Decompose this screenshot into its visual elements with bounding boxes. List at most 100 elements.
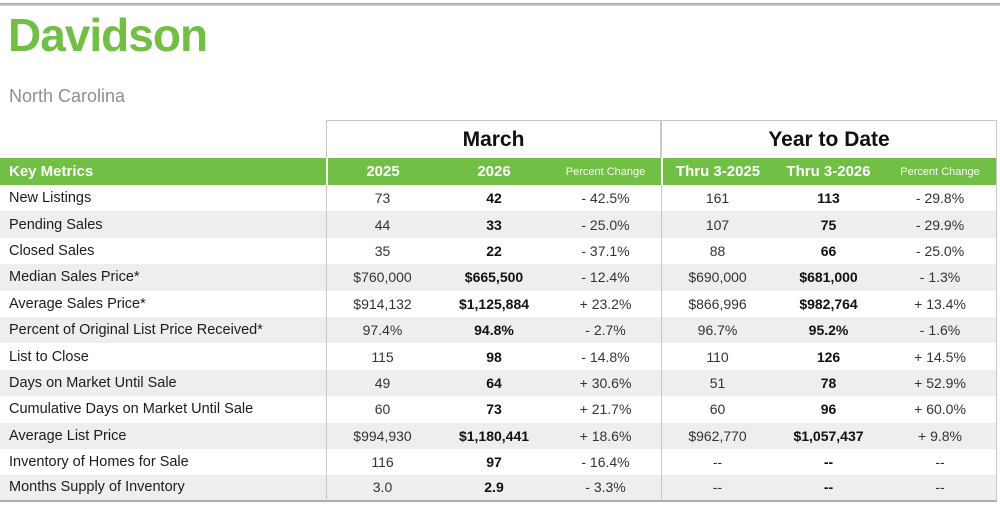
value-ytd-thru-2025: 60: [661, 396, 774, 423]
value-ytd-percent-change: + 52.9%: [884, 369, 998, 397]
value-march-percent-change: - 25.0%: [550, 211, 662, 238]
value-march-percent-change: - 37.1%: [550, 237, 662, 265]
value-ytd-thru-2026: $681,000: [773, 264, 885, 291]
table-row: Cumulative Days on Market Until Sale 60 …: [0, 396, 998, 423]
table-row: Average List Price $994,930 $1,180,441 +…: [0, 422, 998, 449]
metric-label: Closed Sales: [0, 237, 326, 265]
value-ytd-thru-2025: 51: [661, 369, 774, 397]
section-header-year-to-date: Year to Date: [661, 120, 998, 158]
value-march-2026: 73: [438, 396, 550, 423]
table-row: Pending Sales 44 33 - 25.0% 107 75 - 29.…: [0, 211, 998, 238]
value-march-percent-change: + 21.7%: [550, 396, 662, 423]
value-march-2025: 35: [326, 237, 438, 265]
metric-label: Cumulative Days on Market Until Sale: [0, 396, 326, 423]
value-ytd-thru-2025: 110: [661, 343, 774, 370]
table-row: New Listings 73 42 - 42.5% 161 113 - 29.…: [0, 185, 998, 212]
value-ytd-thru-2025: --: [661, 448, 774, 476]
value-march-percent-change: - 42.5%: [550, 185, 662, 212]
value-march-2025: 49: [326, 369, 438, 397]
table-body: New Listings 73 42 - 42.5% 161 113 - 29.…: [0, 185, 998, 502]
value-march-percent-change: - 12.4%: [550, 264, 662, 291]
value-ytd-thru-2025: $962,770: [661, 422, 774, 449]
metric-label: Average List Price: [0, 422, 326, 449]
metric-label: Days on Market Until Sale: [0, 369, 326, 397]
value-ytd-thru-2025: --: [661, 475, 774, 502]
value-ytd-percent-change: --: [884, 475, 998, 502]
value-march-percent-change: + 23.2%: [550, 290, 662, 317]
value-march-percent-change: + 18.6%: [550, 422, 662, 449]
value-ytd-thru-2026: 126: [773, 343, 885, 370]
value-ytd-thru-2026: 95.2%: [773, 316, 885, 344]
table-row: Months Supply of Inventory 3.0 2.9 - 3.3…: [0, 475, 998, 502]
key-metrics-header: Key Metrics: [0, 158, 326, 185]
value-march-2026: 64: [438, 369, 550, 397]
value-march-2025: 97.4%: [326, 316, 438, 344]
value-ytd-thru-2026: 78: [773, 369, 885, 397]
table-row: Days on Market Until Sale 49 64 + 30.6% …: [0, 369, 998, 397]
value-march-2025: 44: [326, 211, 438, 238]
column-header-ytd-percent-change: Percent Change: [884, 158, 998, 185]
value-ytd-thru-2026: 96: [773, 396, 885, 423]
section-header-row: March Year to Date: [0, 120, 998, 158]
column-header-march-2025: 2025: [326, 158, 438, 185]
value-ytd-percent-change: + 13.4%: [884, 290, 998, 317]
value-march-2025: $994,930: [326, 422, 438, 449]
value-march-2025: 116: [326, 448, 438, 476]
value-march-2025: 60: [326, 396, 438, 423]
value-march-2025: $760,000: [326, 264, 438, 291]
value-march-percent-change: - 16.4%: [550, 448, 662, 476]
value-march-2026: 94.8%: [438, 316, 550, 344]
value-ytd-percent-change: - 1.6%: [884, 316, 998, 344]
value-ytd-thru-2025: $690,000: [661, 264, 774, 291]
value-ytd-thru-2026: 75: [773, 211, 885, 238]
table-row: List to Close 115 98 - 14.8% 110 126 + 1…: [0, 343, 998, 370]
value-ytd-thru-2026: $982,764: [773, 290, 885, 317]
metric-label: Average Sales Price*: [0, 290, 326, 317]
value-ytd-percent-change: + 14.5%: [884, 343, 998, 370]
value-ytd-thru-2025: 161: [661, 185, 774, 212]
page-subtitle: North Carolina: [9, 86, 126, 106]
table-row: Average Sales Price* $914,132 $1,125,884…: [0, 290, 998, 317]
value-ytd-thru-2026: 113: [773, 185, 885, 212]
value-ytd-thru-2026: $1,057,437: [773, 422, 885, 449]
value-ytd-thru-2025: 88: [661, 237, 774, 265]
value-march-2025: 115: [326, 343, 438, 370]
column-header-row: Key Metrics 2025 2026 Percent Change Thr…: [0, 158, 998, 185]
value-march-2026: $1,180,441: [438, 422, 550, 449]
value-march-2025: $914,132: [326, 290, 438, 317]
top-divider-rule: [0, 3, 1000, 6]
metric-label: List to Close: [0, 343, 326, 370]
value-march-percent-change: - 2.7%: [550, 316, 662, 344]
value-march-percent-change: - 3.3%: [550, 475, 662, 502]
column-header-ytd-thru-2025: Thru 3-2025: [661, 158, 774, 185]
value-march-2026: 98: [438, 343, 550, 370]
value-ytd-thru-2026: --: [773, 475, 885, 502]
table-row: Percent of Original List Price Received*…: [0, 316, 998, 344]
column-header-march-percent-change: Percent Change: [550, 158, 662, 185]
value-march-2026: 97: [438, 448, 550, 476]
metric-label: Pending Sales: [0, 211, 326, 238]
column-header-ytd-thru-2026: Thru 3-2026: [773, 158, 885, 185]
value-ytd-percent-change: + 9.8%: [884, 422, 998, 449]
metric-label: New Listings: [0, 185, 326, 212]
value-march-2025: 73: [326, 185, 438, 212]
value-ytd-percent-change: - 29.8%: [884, 185, 998, 212]
metric-label: Median Sales Price*: [0, 264, 326, 291]
table-row: Inventory of Homes for Sale 116 97 - 16.…: [0, 448, 998, 476]
value-march-percent-change: + 30.6%: [550, 369, 662, 397]
value-march-percent-change: - 14.8%: [550, 343, 662, 370]
page-title: Davidson: [8, 9, 208, 61]
section-header-spacer: [0, 120, 326, 158]
value-ytd-thru-2026: --: [773, 448, 885, 476]
table-row: Closed Sales 35 22 - 37.1% 88 66 - 25.0%: [0, 237, 998, 265]
value-march-2026: 42: [438, 185, 550, 212]
value-ytd-thru-2025: 96.7%: [661, 316, 774, 344]
value-march-2026: 22: [438, 237, 550, 265]
metric-label: Inventory of Homes for Sale: [0, 448, 326, 476]
value-march-2025: 3.0: [326, 475, 438, 502]
report-page: Davidson North Carolina March Year to Da…: [0, 3, 1000, 502]
value-ytd-percent-change: --: [884, 448, 998, 476]
value-march-2026: $1,125,884: [438, 290, 550, 317]
value-ytd-thru-2025: 107: [661, 211, 774, 238]
value-ytd-thru-2026: 66: [773, 237, 885, 265]
